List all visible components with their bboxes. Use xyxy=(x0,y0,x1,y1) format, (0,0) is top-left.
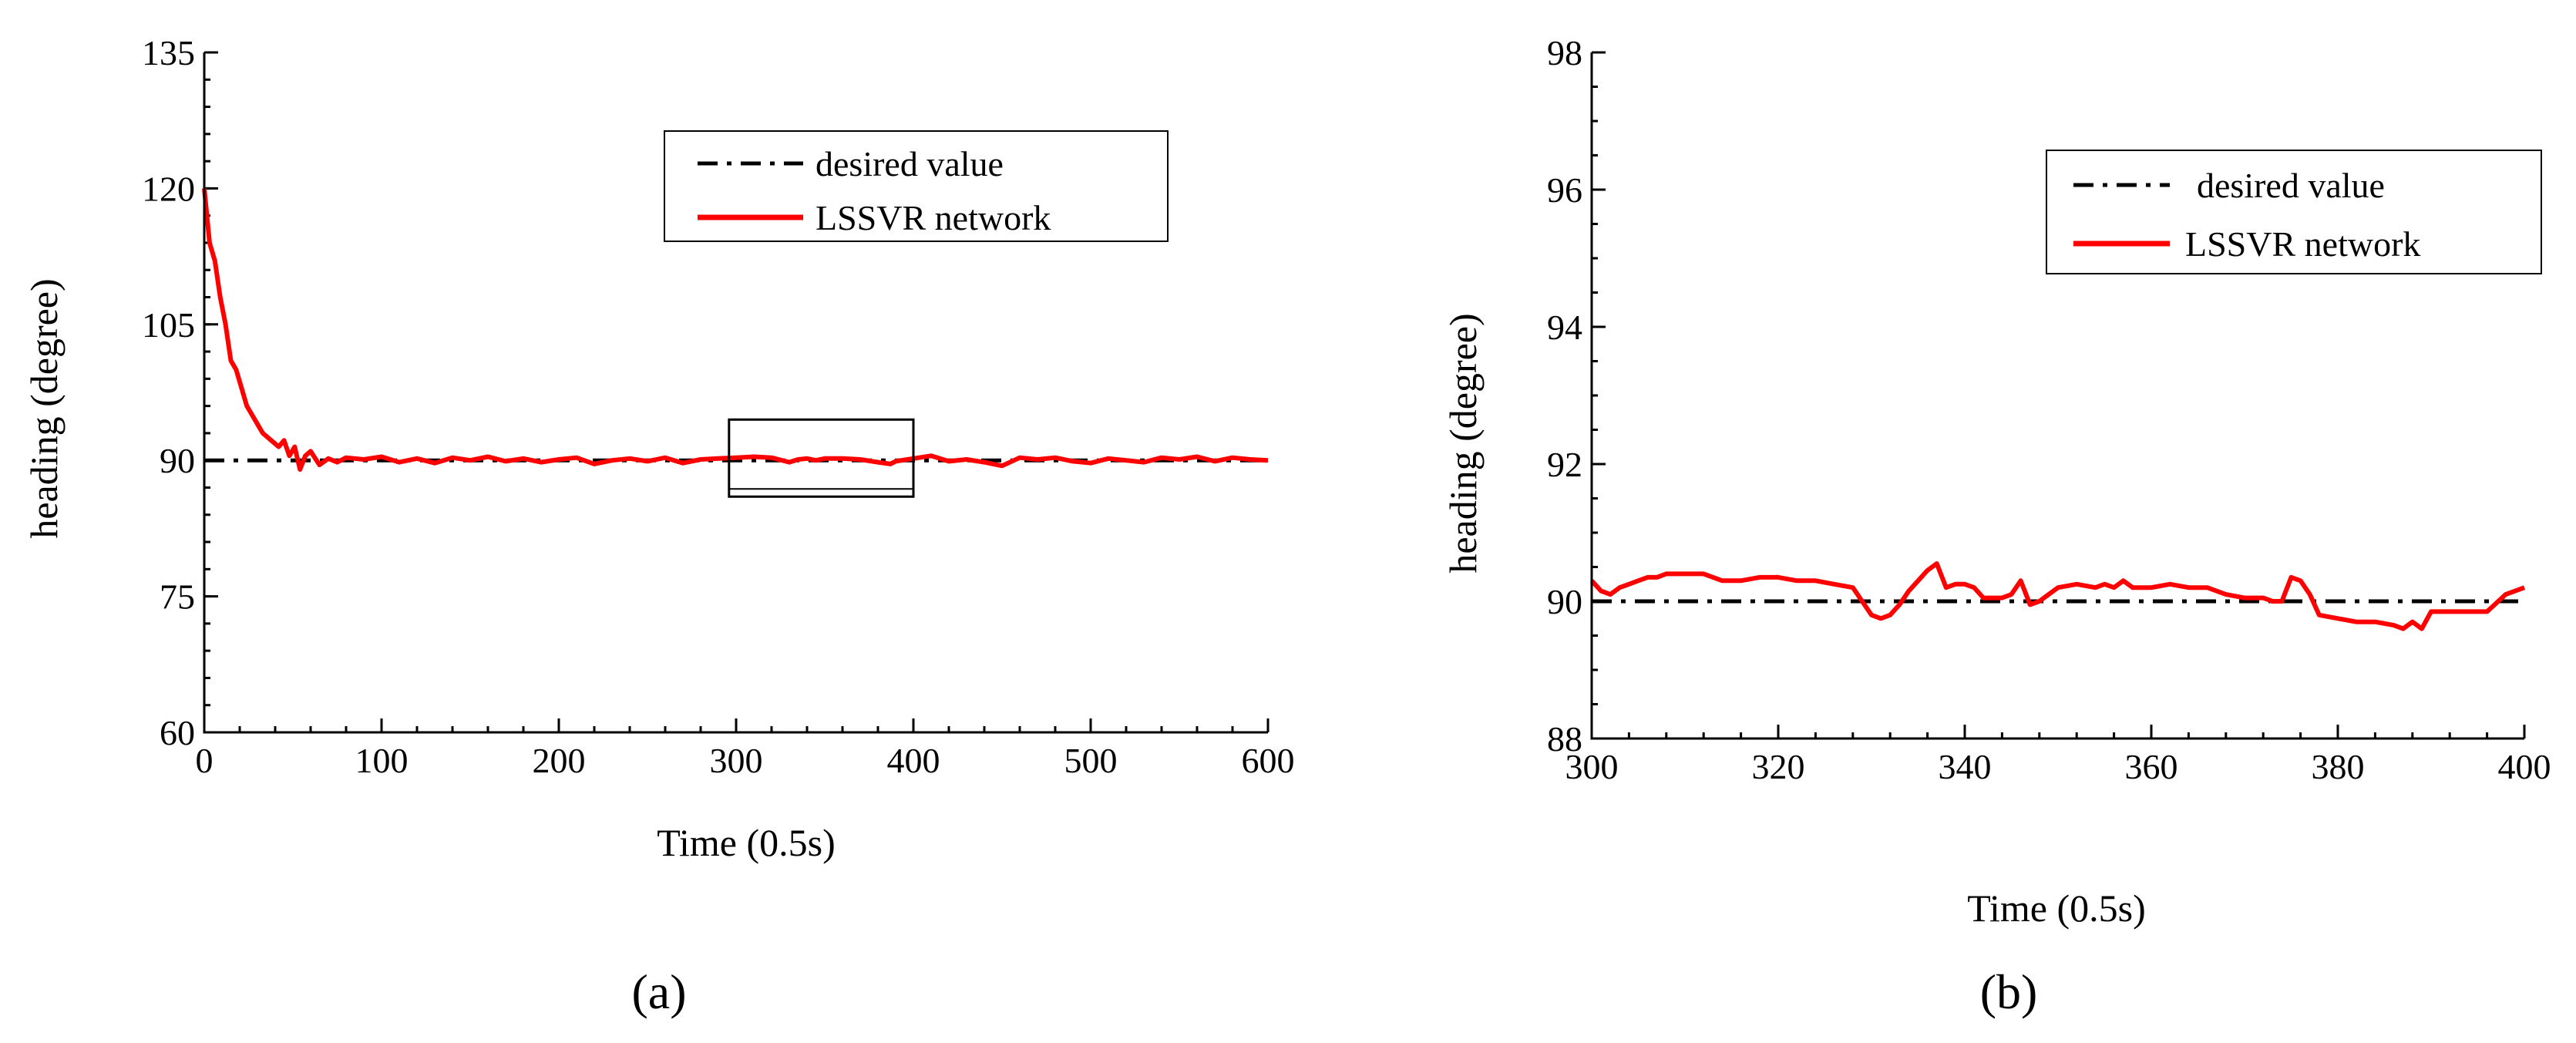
x-tick-label: 320 xyxy=(1752,747,1805,786)
y-tick-label: 120 xyxy=(142,169,195,208)
y-tick-label: 60 xyxy=(160,713,195,752)
chart-panel-b: 300 320 340 360 380 400 88 90 92 94 96 98 desired v… xyxy=(1441,33,2551,1019)
y-tick-label: 98 xyxy=(1547,33,1582,72)
series-lssvr-network-line xyxy=(202,188,1269,472)
chart-b-legend: desired value LSSVR network xyxy=(2046,150,2542,274)
y-tick-label: 75 xyxy=(160,577,195,617)
y-tick-label: 90 xyxy=(160,441,195,480)
panel-a-label: (a) xyxy=(631,964,686,1019)
chart-panel-a: 0 100 200 300 400 500 600 60 75 90 105 120 135 desir… xyxy=(22,33,1295,1019)
y-tick-label: 96 xyxy=(1547,170,1582,210)
x-tick-label: 500 xyxy=(1064,741,1118,780)
y-tick-label: 92 xyxy=(1547,445,1582,484)
legend-a-box xyxy=(664,130,1169,242)
chart-b-ticks: 300 320 340 360 380 400 88 90 92 94 96 98 xyxy=(1547,33,2551,786)
chart-b-xlabel: Time (0.5s) xyxy=(1967,887,2146,930)
panel-b-label: (b) xyxy=(1980,964,2038,1019)
legend-b-lssvr-label: LSSVR network xyxy=(2185,224,2420,264)
x-tick-label: 0 xyxy=(196,741,214,780)
x-tick-label: 400 xyxy=(2498,747,2551,786)
chart-a-ylabel: heading (degree) xyxy=(22,278,66,538)
chart-a-series xyxy=(202,188,1269,472)
legend-a-lssvr-label: LSSVR network xyxy=(816,198,1051,237)
legend-b-desired-label: desired value xyxy=(2197,166,2385,205)
series-lssvr-network-line xyxy=(1589,561,2526,631)
legend-a-desired-label: desired value xyxy=(816,144,1004,183)
y-tick-label: 90 xyxy=(1547,582,1582,621)
x-tick-label: 340 xyxy=(1939,747,1992,786)
x-tick-label: 360 xyxy=(2125,747,2178,786)
chart-b-ylabel: heading (degree) xyxy=(1441,313,1485,573)
y-tick-label: 88 xyxy=(1547,719,1582,759)
x-tick-label: 300 xyxy=(1565,747,1619,786)
x-tick-label: 380 xyxy=(2312,747,2365,786)
chart-b-series xyxy=(1589,561,2526,631)
legend-b-box xyxy=(2046,150,2542,274)
x-tick-label: 100 xyxy=(355,741,409,780)
x-tick-label: 300 xyxy=(710,741,763,780)
x-tick-label: 200 xyxy=(533,741,586,780)
x-tick-label: 600 xyxy=(1242,741,1295,780)
y-tick-label: 135 xyxy=(142,33,195,72)
chart-a-axes xyxy=(203,52,1268,734)
chart-a-legend: desired value LSSVR network xyxy=(664,130,1169,242)
chart-a-zoom-box-inner xyxy=(728,488,914,498)
y-tick-label: 94 xyxy=(1547,308,1582,347)
x-tick-label: 400 xyxy=(887,741,940,780)
chart-b-axes xyxy=(1590,52,2524,740)
y-tick-label: 105 xyxy=(142,305,195,345)
chart-a-xlabel: Time (0.5s) xyxy=(657,821,836,864)
chart-a-ticks: 0 100 200 300 400 500 600 60 75 90 105 120 135 xyxy=(142,33,1295,780)
